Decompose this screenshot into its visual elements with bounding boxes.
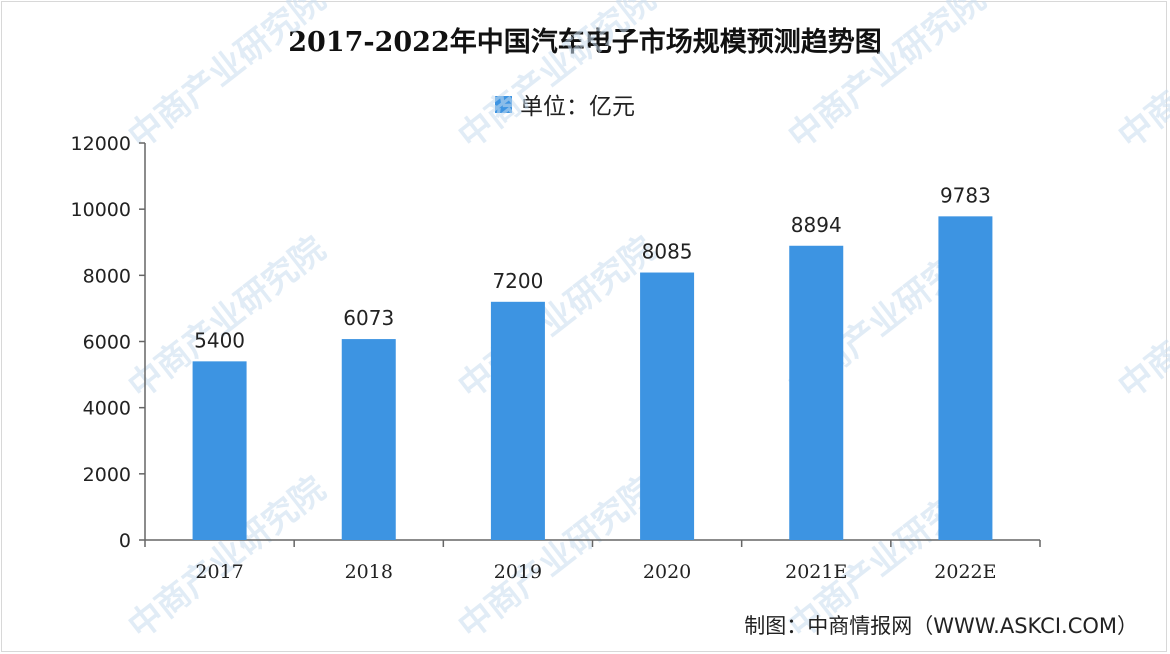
y-tick-label: 0 [119,530,131,552]
watermark-text: 中商产业研究院 [451,469,663,647]
x-tick-label: 2022E [934,561,996,583]
data-label-2022E: 9783 [940,183,991,207]
legend-label: 单位：亿元 [520,94,635,120]
bar-2018 [341,339,396,540]
y-tick-label: 8000 [83,265,131,287]
x-tick-label: 2021E [785,561,847,583]
source-credit: 制图：中商情报网（WWW.ASKCI.COM） [744,614,1138,638]
data-labels: 5400 2017 6073 2018 7200 2019 8085 2020 8894 2021… [194,183,996,583]
chart-axes: 0 2000 4000 6000 8000 10000 12000 [71,133,1041,552]
data-label-2019: 7200 [492,269,543,293]
bar-2019 [490,301,545,540]
x-tick-label: 2018 [345,561,393,583]
chart-legend: 单位：亿元 [495,89,635,120]
legend-swatch [495,95,512,113]
y-tick-label: 12000 [71,133,131,155]
data-label-2020: 8085 [642,240,693,264]
bar-2022E [938,216,993,540]
y-tick-label: 10000 [71,199,131,221]
watermark-text: 中商产业研究院 [451,0,663,157]
data-label-2021E: 8894 [791,213,842,237]
data-label-2018: 6073 [343,306,394,330]
x-tick-label: 2019 [494,561,542,583]
data-label-2017: 5400 [194,328,245,352]
watermark-text: 中商产业研究院 [1111,229,1170,407]
y-tick-label: 4000 [83,398,131,420]
bar-2017 [192,361,247,540]
x-tick-label: 2017 [195,561,243,583]
watermark-text: 中商产业研究院 [121,0,333,157]
watermark-text: 中商产业研究院 [781,0,993,157]
bar-series [192,216,993,540]
y-tick-label: 2000 [83,464,131,486]
watermark-text: 中商产业研究院 [451,229,663,407]
y-tick-label: 6000 [83,332,131,354]
x-tick-label: 2020 [643,561,691,583]
bar-2020 [640,272,695,540]
chart-title: 2017-2022年中国汽车电子市场规模预测趋势图 [288,27,882,58]
bar-2021E [789,245,844,540]
watermark-text: 中商产业研究院 [1111,0,1170,157]
